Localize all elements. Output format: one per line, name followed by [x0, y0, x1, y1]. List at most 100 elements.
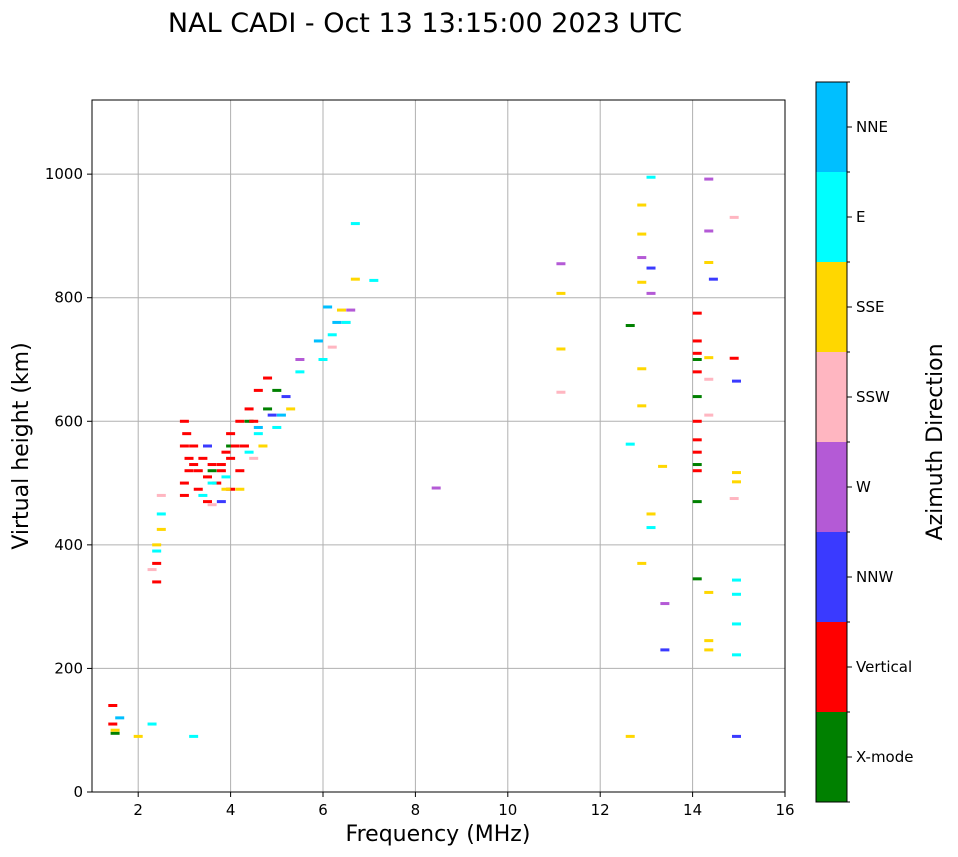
data-point-x-mode [110, 731, 120, 735]
data-point-sse [731, 471, 741, 475]
data-point-ssw [156, 493, 166, 497]
data-point-e [244, 450, 254, 454]
data-point-sse [704, 639, 714, 643]
x-axis-label: Frequency (MHz) [346, 822, 531, 847]
data-point-e [198, 493, 208, 497]
data-point-vertical [692, 339, 702, 343]
data-point-vertical [189, 444, 199, 448]
data-point-vertical [226, 432, 236, 436]
data-point-vertical [179, 481, 189, 485]
data-point-ssw [147, 568, 157, 572]
data-point-e [731, 592, 741, 596]
data-point-nne [276, 413, 286, 417]
colorbar-segment [816, 532, 847, 622]
data-point-sse [336, 308, 346, 312]
y-tick-label: 1000 [45, 165, 83, 183]
colorbar-category-label: NNW [856, 568, 893, 586]
y-tick-label: 800 [54, 289, 83, 307]
data-point-sse [152, 543, 162, 547]
data-point-nne [332, 320, 342, 324]
data-point-sse [637, 203, 647, 207]
data-point-sse [704, 590, 714, 594]
data-point-vertical [692, 370, 702, 374]
colorbar-segment [816, 172, 847, 262]
data-point-e [625, 442, 635, 446]
data-point-vertical [198, 456, 208, 460]
data-point-nnw [708, 277, 718, 281]
y-axis-ticks: 0 200 400 600 800 1000 [45, 165, 92, 801]
y-axis-label: Virtual height (km) [9, 342, 34, 549]
data-point-e [221, 475, 231, 479]
data-point-vertical [244, 407, 254, 411]
data-point-nne [115, 716, 125, 720]
data-point-vertical [179, 444, 189, 448]
data-point-w [704, 229, 714, 233]
data-point-ssw [704, 413, 714, 417]
data-point-e [318, 358, 328, 361]
data-point-nnw [731, 734, 741, 738]
data-point-e [646, 526, 656, 530]
grid-lines [92, 100, 785, 792]
data-point-x-mode [692, 395, 702, 399]
data-point-vertical [692, 438, 702, 442]
data-point-vertical [193, 469, 203, 473]
colorbar-segment [816, 82, 847, 172]
data-point-ssw [249, 456, 259, 460]
data-point-w [556, 262, 566, 266]
data-point-nne [323, 305, 333, 309]
data-point-e [646, 175, 656, 179]
data-point-sse [156, 527, 166, 531]
data-point-sse [235, 487, 245, 491]
data-point-ssw [729, 497, 739, 501]
colorbar-category-label: SSE [856, 298, 885, 316]
data-point-vertical [203, 500, 212, 504]
data-point-e [189, 734, 199, 738]
data-point-vertical [179, 493, 189, 497]
data-point-nne [253, 425, 263, 429]
data-point-e [156, 512, 166, 516]
data-point-vertical [182, 432, 192, 436]
data-point-vertical [692, 469, 702, 473]
colorbar-segment [816, 262, 847, 352]
data-point-w [346, 308, 356, 312]
data-point-vertical [692, 450, 702, 454]
data-point-e [253, 432, 263, 436]
data-point-vertical [239, 444, 249, 448]
data-point-vertical [216, 469, 226, 473]
x-tick-label: 10 [498, 801, 517, 819]
plot-frame [91, 99, 786, 793]
data-point-w [704, 177, 714, 181]
colorbar-segment [816, 442, 847, 532]
colorbar-segment [816, 352, 847, 442]
colorbar-segment [816, 712, 847, 802]
data-point-vertical [692, 419, 702, 423]
data-point-e [327, 333, 337, 337]
colorbar-label: Azimuth Direction [923, 343, 948, 540]
data-point-nnw [216, 500, 226, 504]
data-point-vertical [729, 356, 739, 360]
x-tick-label: 4 [226, 801, 236, 819]
data-point-e [207, 481, 217, 485]
x-tick-label: 6 [318, 801, 328, 819]
data-point-sse [637, 232, 647, 236]
data-point-nne [313, 339, 323, 343]
data-point-vertical [152, 561, 162, 565]
data-point-vertical [108, 704, 118, 707]
data-point-x-mode [692, 577, 702, 581]
data-point-w [431, 486, 441, 490]
data-point-vertical [184, 469, 194, 473]
data-point-w [646, 291, 656, 295]
data-point-sse [221, 487, 231, 491]
colorbar-category-label: SSW [856, 388, 890, 406]
colorbar-category-label: NNE [856, 118, 888, 136]
data-point-vertical [235, 469, 245, 473]
data-point-e [152, 549, 162, 553]
data-point-vertical [263, 376, 273, 380]
data-point-sse [704, 260, 714, 264]
x-tick-label: 12 [591, 801, 610, 819]
data-point-e [272, 425, 282, 429]
data-point-vertical [108, 722, 118, 726]
data-point-sse [658, 464, 668, 468]
data-point-vertical [230, 444, 240, 448]
